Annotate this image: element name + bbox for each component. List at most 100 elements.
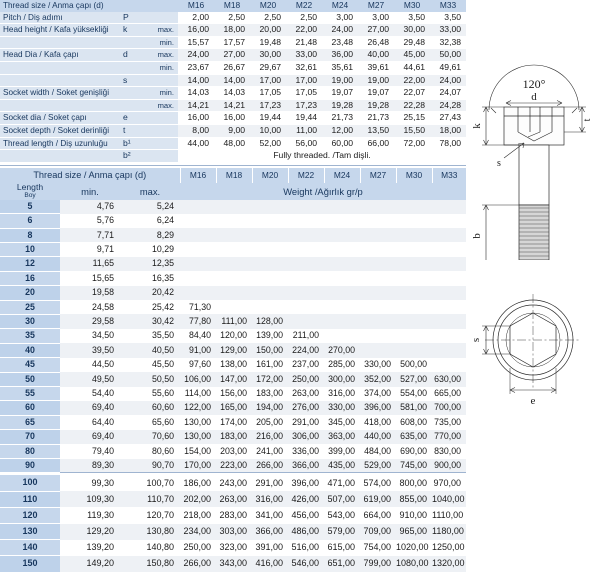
- weight-cell: 330,00: [324, 400, 360, 416]
- weight-cell: 263,00: [288, 386, 324, 401]
- weight-row-min: 119,30: [60, 507, 120, 524]
- weight-row-max: 110,70: [120, 491, 180, 508]
- weight-row-min: 69,40: [60, 400, 120, 416]
- weight-cell: 830,00: [432, 444, 466, 459]
- spec-row-symbol: d: [118, 48, 148, 62]
- weight-cell: 156,00: [216, 386, 252, 401]
- spec-row-qualifier: [148, 11, 179, 25]
- weight-cell: 128,00: [252, 314, 288, 329]
- spec-cell: 21,73: [358, 111, 395, 125]
- weight-cell: 527,00: [396, 372, 432, 387]
- weight-cell: 234,00: [180, 523, 216, 540]
- weight-cell: [396, 328, 432, 344]
- spec-cell: 19,00: [322, 74, 359, 88]
- weight-cell: 77,80: [180, 314, 216, 329]
- spec-row-label: [0, 36, 118, 50]
- spec-cell: 35,61: [322, 61, 359, 75]
- weight-row: 8 7,71 8,29: [0, 228, 466, 243]
- spec-cell: 19,07: [322, 86, 359, 100]
- weight-cell: [288, 271, 324, 286]
- weight-row-max: 35,50: [120, 328, 180, 344]
- weight-row-length: 130: [0, 523, 60, 541]
- weight-size-header-m27: M27: [359, 167, 396, 183]
- spec-cell: 2,50: [286, 11, 323, 25]
- weight-row-max: 12,35: [120, 256, 180, 272]
- weight-cell: [288, 300, 324, 315]
- spec-cell: 27,00: [214, 48, 251, 62]
- weight-cell: 690,00: [396, 444, 432, 459]
- weight-row-min: 39,50: [60, 343, 120, 358]
- weight-row-max: 40,50: [120, 343, 180, 358]
- weight-cell: [216, 300, 252, 315]
- weight-cell: 579,00: [324, 523, 360, 540]
- weight-cell: 223,00: [216, 458, 252, 473]
- weight-cell: 630,00: [432, 372, 466, 387]
- weight-cell: [252, 300, 288, 315]
- weight-cell: 651,00: [324, 555, 360, 573]
- weight-row-max: 90,70: [120, 458, 180, 473]
- spec-cell: 33,00: [430, 23, 467, 37]
- weight-row-min: 7,71: [60, 228, 120, 243]
- weight-cell: 138,00: [216, 357, 252, 373]
- weight-cell: 218,00: [180, 507, 216, 524]
- weight-cell: 855,00: [396, 491, 432, 508]
- spec-size-header-m30: M30: [394, 0, 431, 12]
- weight-size-header-m18: M18: [215, 167, 252, 183]
- spec-cell: 44,00: [178, 137, 215, 151]
- spec-cell: 22,28: [394, 99, 431, 113]
- weight-row-min: 109,30: [60, 491, 120, 508]
- spec-cell: 44,61: [394, 61, 431, 75]
- weight-row: 60 69,40 60,60 122,00 165,00 194,00 276,00 330,…: [0, 400, 466, 416]
- weight-row-length: 70: [0, 429, 60, 445]
- weight-cell: 276,00: [288, 400, 324, 416]
- spec-cell: 30,00: [250, 48, 287, 62]
- weight-cell: 399,00: [324, 444, 360, 459]
- weight-cell: 122,00: [180, 400, 216, 416]
- weight-cell: 1250,00: [432, 539, 466, 556]
- weight-size-header-m24: M24: [323, 167, 360, 183]
- weight-row: 130 129,20 130,80 234,00 303,00 366,00 486,00 5…: [0, 523, 466, 541]
- weight-cell: 202,00: [180, 491, 216, 508]
- weight-cell: [288, 256, 324, 272]
- weight-cell: 205,00: [252, 415, 288, 430]
- weight-row-min: 99,30: [60, 475, 120, 492]
- weight-row-length: 140: [0, 539, 60, 557]
- weight-cell: 130,00: [180, 429, 216, 445]
- weight-cell: [288, 242, 324, 257]
- spec-row-symbol: e: [118, 111, 148, 125]
- spec-row-symbol: s: [118, 74, 148, 88]
- spec-row: Pitch / Diş adımı P 2,00 2,50 2,50 2,50 3,00 3,…: [0, 11, 467, 25]
- spec-cell: 19,28: [322, 99, 359, 113]
- spec-cell: 45,00: [394, 48, 431, 62]
- weight-cell: [252, 271, 288, 286]
- weight-cell: [180, 199, 216, 214]
- spec-size-header-m16: M16: [178, 0, 215, 12]
- spec-row: Thread length / Diş uzunluğu b¹ 44,00 48,00…: [0, 137, 467, 151]
- weight-cell: 147,00: [216, 372, 252, 387]
- spec-cell: 11,00: [286, 124, 323, 138]
- spec-row-qualifier: [148, 137, 179, 151]
- weight-cell: 203,00: [216, 444, 252, 459]
- weight-cell: [216, 242, 252, 257]
- spec-cell: 17,05: [286, 86, 323, 100]
- weight-row: 65 64,40 65,60 130,00 174,00 205,00 291,00 345,…: [0, 415, 466, 431]
- weight-cell: [360, 300, 396, 315]
- weight-row-max: 30,42: [120, 314, 180, 329]
- spec-row-qualifier: min.: [148, 86, 179, 100]
- spec-cell: 12,00: [322, 124, 359, 138]
- weight-cell: 1080,00: [396, 555, 432, 573]
- weight-row: 30 29,58 30,42 77,80 111,00 128,00: [0, 314, 466, 330]
- weight-cell: 183,00: [216, 429, 252, 445]
- weight-row-min: 29,58: [60, 314, 120, 329]
- weight-cell: 426,00: [288, 491, 324, 508]
- weight-cell: 241,00: [252, 444, 288, 459]
- weight-cell: 139,00: [252, 328, 288, 344]
- weight-cell: [396, 242, 432, 257]
- weight-row: 16 15,65 16,35: [0, 271, 466, 287]
- weight-row-length: 25: [0, 300, 60, 315]
- spec-cell: 26,67: [214, 61, 251, 75]
- weight-row-min: 19,58: [60, 285, 120, 301]
- spec-cell: 17,00: [286, 74, 323, 88]
- spec-cell: 52,00: [250, 137, 287, 151]
- weight-cell: 300,00: [324, 372, 360, 387]
